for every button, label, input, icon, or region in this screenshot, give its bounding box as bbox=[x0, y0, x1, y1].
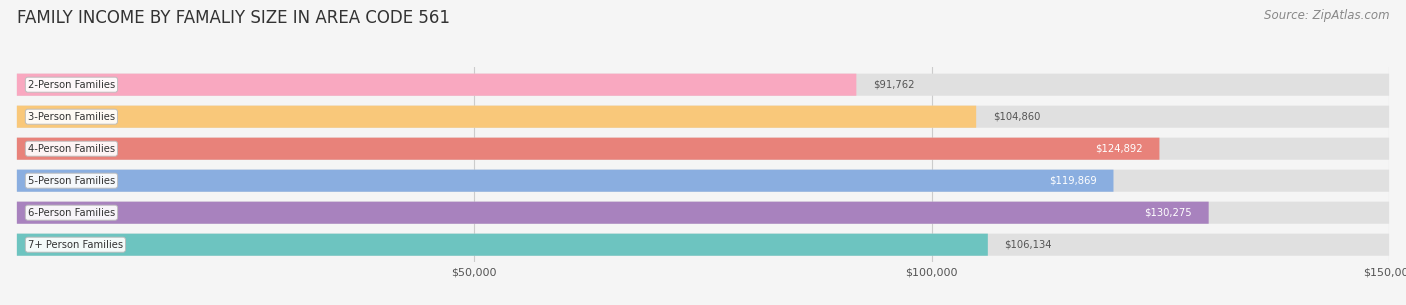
Text: $130,275: $130,275 bbox=[1144, 208, 1192, 218]
FancyBboxPatch shape bbox=[17, 202, 1209, 224]
FancyBboxPatch shape bbox=[17, 74, 856, 96]
Text: $119,869: $119,869 bbox=[1049, 176, 1097, 186]
Text: Source: ZipAtlas.com: Source: ZipAtlas.com bbox=[1264, 9, 1389, 22]
Text: $91,762: $91,762 bbox=[873, 80, 914, 90]
Text: 6-Person Families: 6-Person Families bbox=[28, 208, 115, 218]
FancyBboxPatch shape bbox=[17, 74, 1389, 96]
Text: $104,860: $104,860 bbox=[993, 112, 1040, 122]
Text: 5-Person Families: 5-Person Families bbox=[28, 176, 115, 186]
FancyBboxPatch shape bbox=[17, 234, 988, 256]
Text: 4-Person Families: 4-Person Families bbox=[28, 144, 115, 154]
FancyBboxPatch shape bbox=[17, 106, 976, 128]
Text: 3-Person Families: 3-Person Families bbox=[28, 112, 115, 122]
Text: FAMILY INCOME BY FAMALIY SIZE IN AREA CODE 561: FAMILY INCOME BY FAMALIY SIZE IN AREA CO… bbox=[17, 9, 450, 27]
FancyBboxPatch shape bbox=[17, 170, 1114, 192]
FancyBboxPatch shape bbox=[17, 138, 1389, 160]
FancyBboxPatch shape bbox=[17, 106, 1389, 128]
FancyBboxPatch shape bbox=[17, 138, 1160, 160]
Text: $124,892: $124,892 bbox=[1095, 144, 1143, 154]
FancyBboxPatch shape bbox=[17, 202, 1389, 224]
Text: 2-Person Families: 2-Person Families bbox=[28, 80, 115, 90]
Text: $106,134: $106,134 bbox=[1004, 240, 1052, 250]
FancyBboxPatch shape bbox=[17, 170, 1389, 192]
FancyBboxPatch shape bbox=[17, 234, 1389, 256]
Text: 7+ Person Families: 7+ Person Families bbox=[28, 240, 122, 250]
